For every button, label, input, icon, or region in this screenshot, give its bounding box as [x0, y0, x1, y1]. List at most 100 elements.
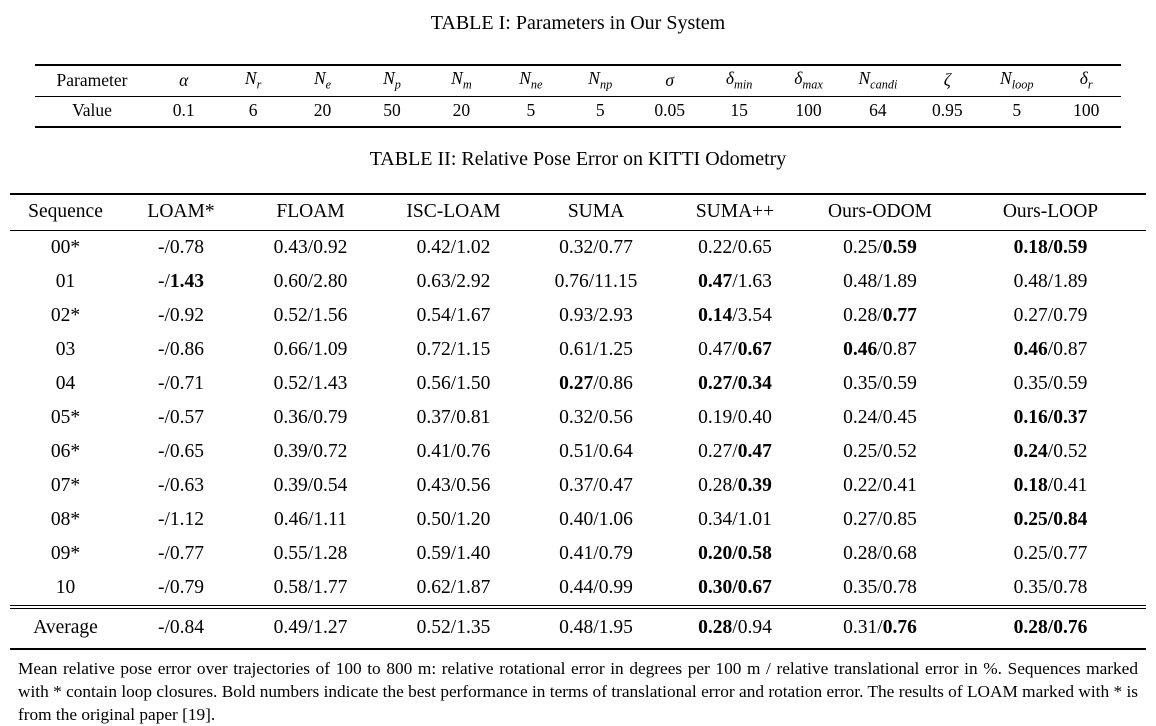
result-cell: 0.72/1.15	[416, 338, 491, 360]
sequence-cell: 10	[55, 576, 76, 598]
result-row: 03 -/0.86 0.66/1.09 0.72/1.15 0.61/1.25 0.47/…	[10, 333, 1146, 367]
parameter-value-cell: 100	[1073, 100, 1100, 120]
parameters-value-row: Value 0.1 6 20 50 20 5 5 0.05 15 100 64 0.95 5 100	[35, 96, 1121, 127]
result-cell: 0.58/1.77	[273, 576, 348, 598]
sequence-cell: 09*	[50, 542, 81, 564]
results-header-row: Sequence LOAM* FLOAM ISC-LOAM SUMA SUMA++ Ours…	[10, 193, 1146, 231]
result-cell: 0.48/1.89	[843, 270, 917, 292]
result-cell: 0.31/0.76	[805, 604, 955, 649]
result-cell: 0.46/1.11	[274, 508, 347, 530]
result-row: 10 -/0.79 0.58/1.77 0.62/1.87 0.44/0.99 0.30/…	[10, 571, 1146, 607]
sequence-cell: 04	[55, 372, 76, 394]
result-row: 08* -/1.12 0.46/1.11 0.50/1.20 0.40/1.06 0.34…	[10, 503, 1146, 537]
result-cell: 0.25/0.84	[1013, 508, 1088, 530]
result-cell: 0.28/0.76	[955, 604, 1146, 649]
result-cell: -/0.79	[157, 576, 205, 598]
parameter-value-cell: 50	[383, 100, 401, 120]
result-cell: 0.34/1.01	[698, 508, 772, 530]
result-cell: 0.22/0.65	[698, 236, 772, 258]
parameter-value-cell: 0.95	[932, 100, 963, 120]
result-cell: -/0.63	[157, 474, 205, 496]
table1-caption: TABLE I: Parameters in Our System	[430, 12, 726, 34]
result-cell: 0.35/0.78	[1013, 576, 1088, 598]
result-cell: 0.19/0.40	[698, 406, 772, 428]
result-cell: 0.35/0.59	[1013, 372, 1088, 394]
result-cell: 0.24/0.45	[843, 406, 917, 428]
result-cell: 0.43/0.56	[416, 474, 491, 496]
result-cell: -/0.78	[157, 236, 205, 258]
column-header: SUMA	[527, 193, 665, 231]
result-cell: -/0.84	[121, 604, 241, 649]
result-cell: 0.28/0.77	[843, 304, 917, 326]
parameter-symbol-cell: Nloop	[982, 65, 1052, 97]
result-row: 06* -/0.65 0.39/0.72 0.41/0.76 0.51/0.64 0.27…	[10, 435, 1146, 469]
result-cell: 0.43/0.92	[273, 236, 348, 258]
result-cell: 0.36/0.79	[273, 406, 348, 428]
parameter-symbol-cell: Nne	[496, 65, 566, 97]
result-cell: 0.35/0.78	[843, 576, 917, 598]
result-cell: -/0.77	[157, 542, 205, 564]
result-cell: 0.37/0.81	[416, 406, 491, 428]
result-cell: 0.52/1.43	[273, 372, 348, 394]
result-cell: 0.27/0.34	[698, 372, 772, 394]
sequence-cell: 08*	[50, 508, 81, 530]
result-cell: 0.44/0.99	[559, 576, 633, 598]
result-cell: 0.39/0.54	[273, 474, 348, 496]
parameter-label-cell: Parameter	[35, 65, 149, 97]
sequence-cell: 07*	[50, 474, 81, 496]
result-cell: 0.25/0.52	[843, 440, 917, 462]
result-cell: 0.51/0.64	[559, 440, 633, 462]
result-cell: 0.76/11.15	[554, 270, 638, 292]
result-cell: 0.39/0.72	[273, 440, 348, 462]
result-cell: 0.60/2.80	[273, 270, 348, 292]
parameter-symbol-cell: Np	[357, 65, 427, 97]
result-cell: 0.93/2.93	[559, 304, 633, 326]
parameter-symbol-cell: Ncandi	[843, 65, 913, 97]
column-header: FLOAM	[241, 193, 380, 231]
result-cell: 0.25/0.59	[843, 236, 917, 258]
parameter-symbol-cell: δr	[1051, 65, 1121, 97]
result-cell: -/0.92	[157, 304, 205, 326]
result-cell: 0.24/0.52	[1013, 440, 1088, 462]
result-cell: 0.52/1.35	[380, 604, 527, 649]
result-cell: 0.32/0.56	[559, 406, 633, 428]
result-cell: 0.48/1.95	[527, 604, 665, 649]
result-cell: 0.18/0.59	[1013, 236, 1088, 258]
result-cell: 0.59/1.40	[416, 542, 491, 564]
sequence-cell: 02*	[50, 304, 81, 326]
parameter-value-cell: 5	[1012, 100, 1022, 120]
parameter-symbol-cell: ζ	[912, 65, 983, 97]
result-cell: 0.27/0.79	[1013, 304, 1088, 326]
average-row: Average -/0.84 0.49/1.27 0.52/1.35 0.48/1.95…	[10, 604, 1146, 649]
parameter-value-cell: 0.05	[654, 100, 685, 120]
result-cell: 0.14/3.54	[698, 304, 772, 326]
parameter-symbol-cell: δmin	[704, 65, 774, 97]
result-cell: 0.66/1.09	[273, 338, 348, 360]
column-header: Ours-ODOM	[805, 193, 955, 231]
result-cell: 0.27/0.85	[843, 508, 917, 530]
result-cell: 0.46/0.87	[1013, 338, 1088, 360]
parameter-symbol-cell: α	[149, 65, 219, 97]
result-cell: 0.27/0.86	[559, 372, 633, 394]
result-cell: 0.18/0.41	[1013, 474, 1088, 496]
parameter-symbol-cell: Ne	[287, 65, 358, 97]
parameter-symbol-cell: σ	[634, 65, 705, 97]
result-row: 02* -/0.92 0.52/1.56 0.54/1.67 0.93/2.93 0.14…	[10, 299, 1146, 333]
table2-caption: TABLE II: Relative Pose Error on KITTI O…	[369, 147, 787, 170]
result-cell: 0.28/0.94	[665, 604, 805, 649]
result-cell: 0.56/1.50	[416, 372, 491, 394]
sequence-cell: 06*	[50, 440, 81, 462]
parameter-symbol-cell: Nnp	[565, 65, 635, 97]
result-cell: 0.37/0.47	[559, 474, 633, 496]
sequence-cell: 05*	[50, 406, 81, 428]
result-cell: 0.54/1.67	[416, 304, 491, 326]
sequence-cell: 03	[55, 338, 76, 360]
result-cell: 0.28/0.39	[698, 474, 772, 496]
table-footnote: Mean relative pose error over trajectori…	[18, 658, 1138, 724]
result-cell: 0.62/1.87	[416, 576, 491, 598]
result-cell: 0.32/0.77	[559, 236, 633, 258]
result-cell: 0.46/0.87	[843, 338, 917, 360]
parameter-value-cell: 64	[869, 100, 887, 120]
parameter-value-cell: 15	[730, 100, 748, 120]
